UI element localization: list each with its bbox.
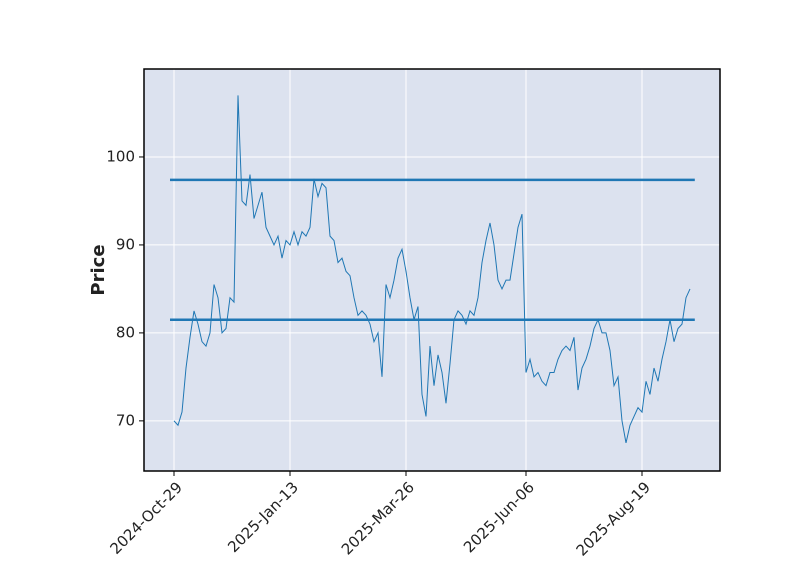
x-tick-label: 2025-Aug-19 — [573, 478, 654, 559]
x-tick-label: 2025-Mar-26 — [338, 478, 418, 558]
y-tick-label: 90 — [116, 235, 135, 253]
y-tick-label: 100 — [106, 147, 135, 165]
y-axis-label: Price — [88, 244, 109, 295]
price-line — [173, 95, 691, 443]
plot-background — [144, 69, 720, 471]
plot-frame — [143, 68, 721, 472]
x-tick-label: 2025-Jan-13 — [224, 478, 302, 556]
y-tick-label: 80 — [116, 323, 135, 341]
y-tick-label: 70 — [116, 411, 135, 429]
x-tick-label: 2024-Oct-29 — [106, 478, 186, 558]
x-tick-label: 2025-Jun-06 — [460, 478, 538, 556]
